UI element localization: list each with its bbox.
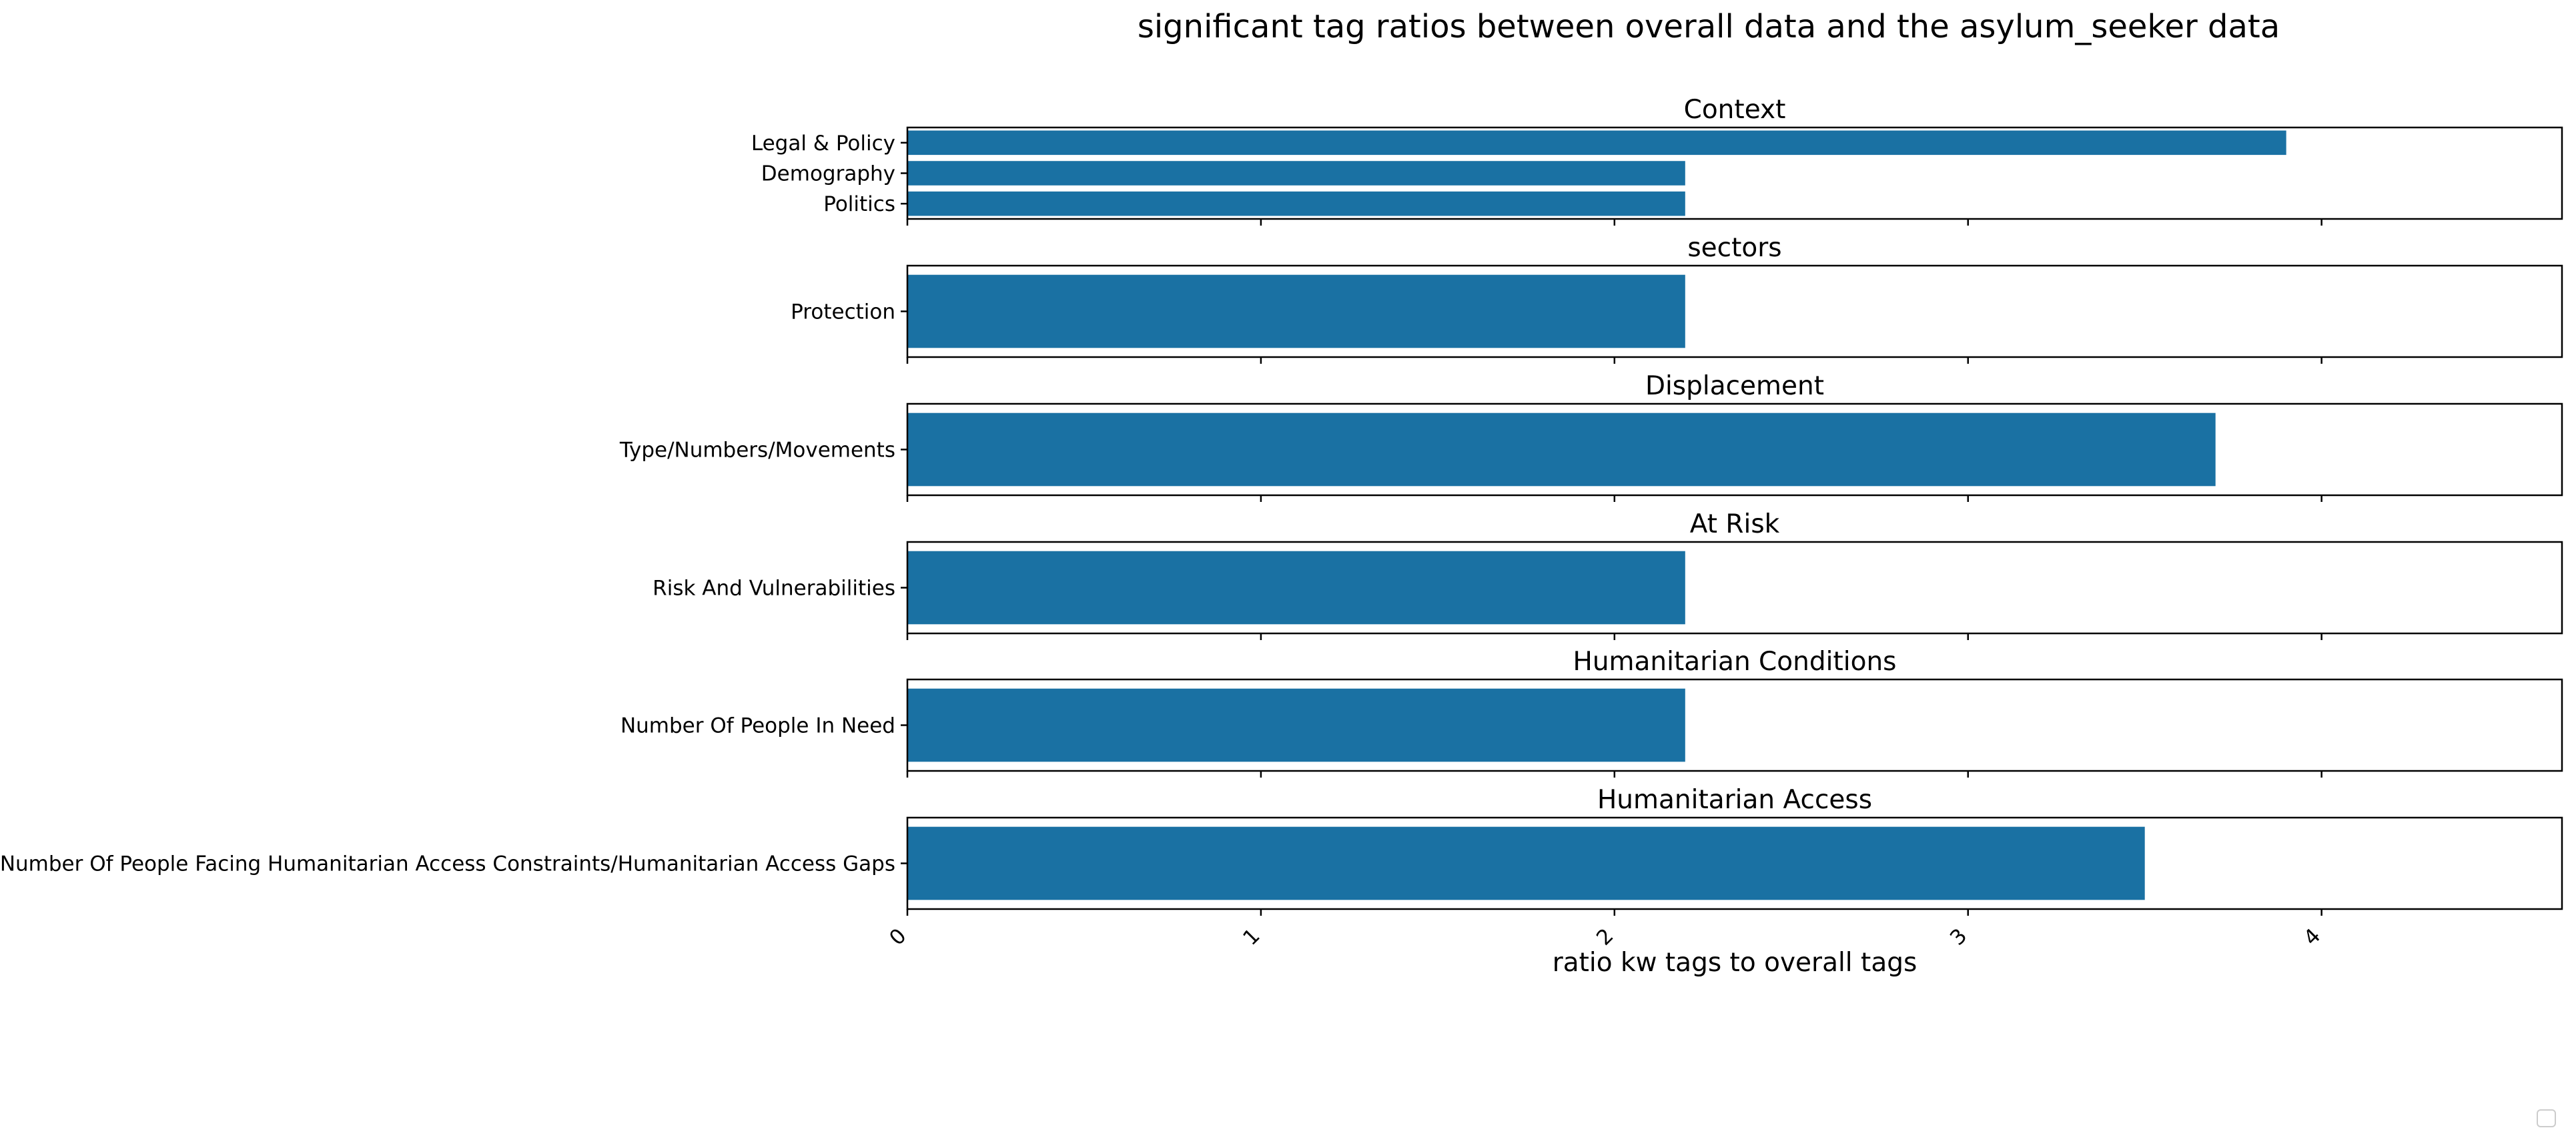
panels: Legal & Policy Demography Politics Context P… [0,95,2563,916]
panel-frame [906,678,2563,772]
bar [907,161,1685,186]
y-tick-label: Protection [791,300,895,324]
bar [907,130,2286,156]
panel-title: Humanitarian Conditions [1573,647,1897,677]
panel-title: Context [1684,95,1786,125]
panel-frame [906,402,2563,497]
panel-frame [906,264,2563,358]
x-tick-label: 0 [885,924,911,950]
panel-frame [906,541,2563,635]
bar [907,412,2216,487]
panel-4: Risk And Vulnerabilities At Risk [653,509,2563,640]
panel-2: Protection sectors [791,233,2563,364]
bar [907,826,2145,900]
panel-6: Number Of People Facing Humanitarian Acc… [0,785,2563,916]
panel-1: Legal & Policy Demography Politics Context [751,95,2563,226]
bar [907,551,1685,625]
panel-frame [906,816,2563,910]
chart-title: significant tag ratios between overall d… [1138,8,2280,45]
panel-frame [906,126,2563,220]
x-axis-label: ratio kw tags to overall tags [1553,948,1917,978]
y-tick-label: Type/Numbers/Movements [619,439,895,463]
panel-title: At Risk [1690,509,1780,539]
bar [907,274,1685,348]
panel-title: sectors [1687,233,1781,263]
x-axis: 0 1 2 3 4 [885,924,2325,950]
y-tick-label: Demography [761,162,895,186]
y-tick-label: Number Of People In Need [620,714,895,738]
panel-title: Humanitarian Access [1597,785,1872,815]
x-tick-label: 2 [1592,924,1618,950]
legend-box [2537,1109,2556,1127]
x-tick-label: 3 [1946,924,1972,950]
bar [907,191,1685,216]
x-tick-label: 1 [1238,924,1264,950]
y-tick-label: Risk And Vulnerabilities [653,577,895,601]
y-tick-label: Legal & Policy [751,131,895,156]
panel-5: Number Of People In Need Humanitarian Con… [620,647,2563,778]
panel-title: Displacement [1645,371,1824,401]
y-tick-label: Number Of People Facing Humanitarian Acc… [0,852,895,876]
bar [907,688,1685,762]
panel-3: Type/Numbers/Movements Displacement [619,371,2563,502]
y-tick-label: Politics [823,192,895,216]
x-tick-label: 4 [2299,924,2325,950]
